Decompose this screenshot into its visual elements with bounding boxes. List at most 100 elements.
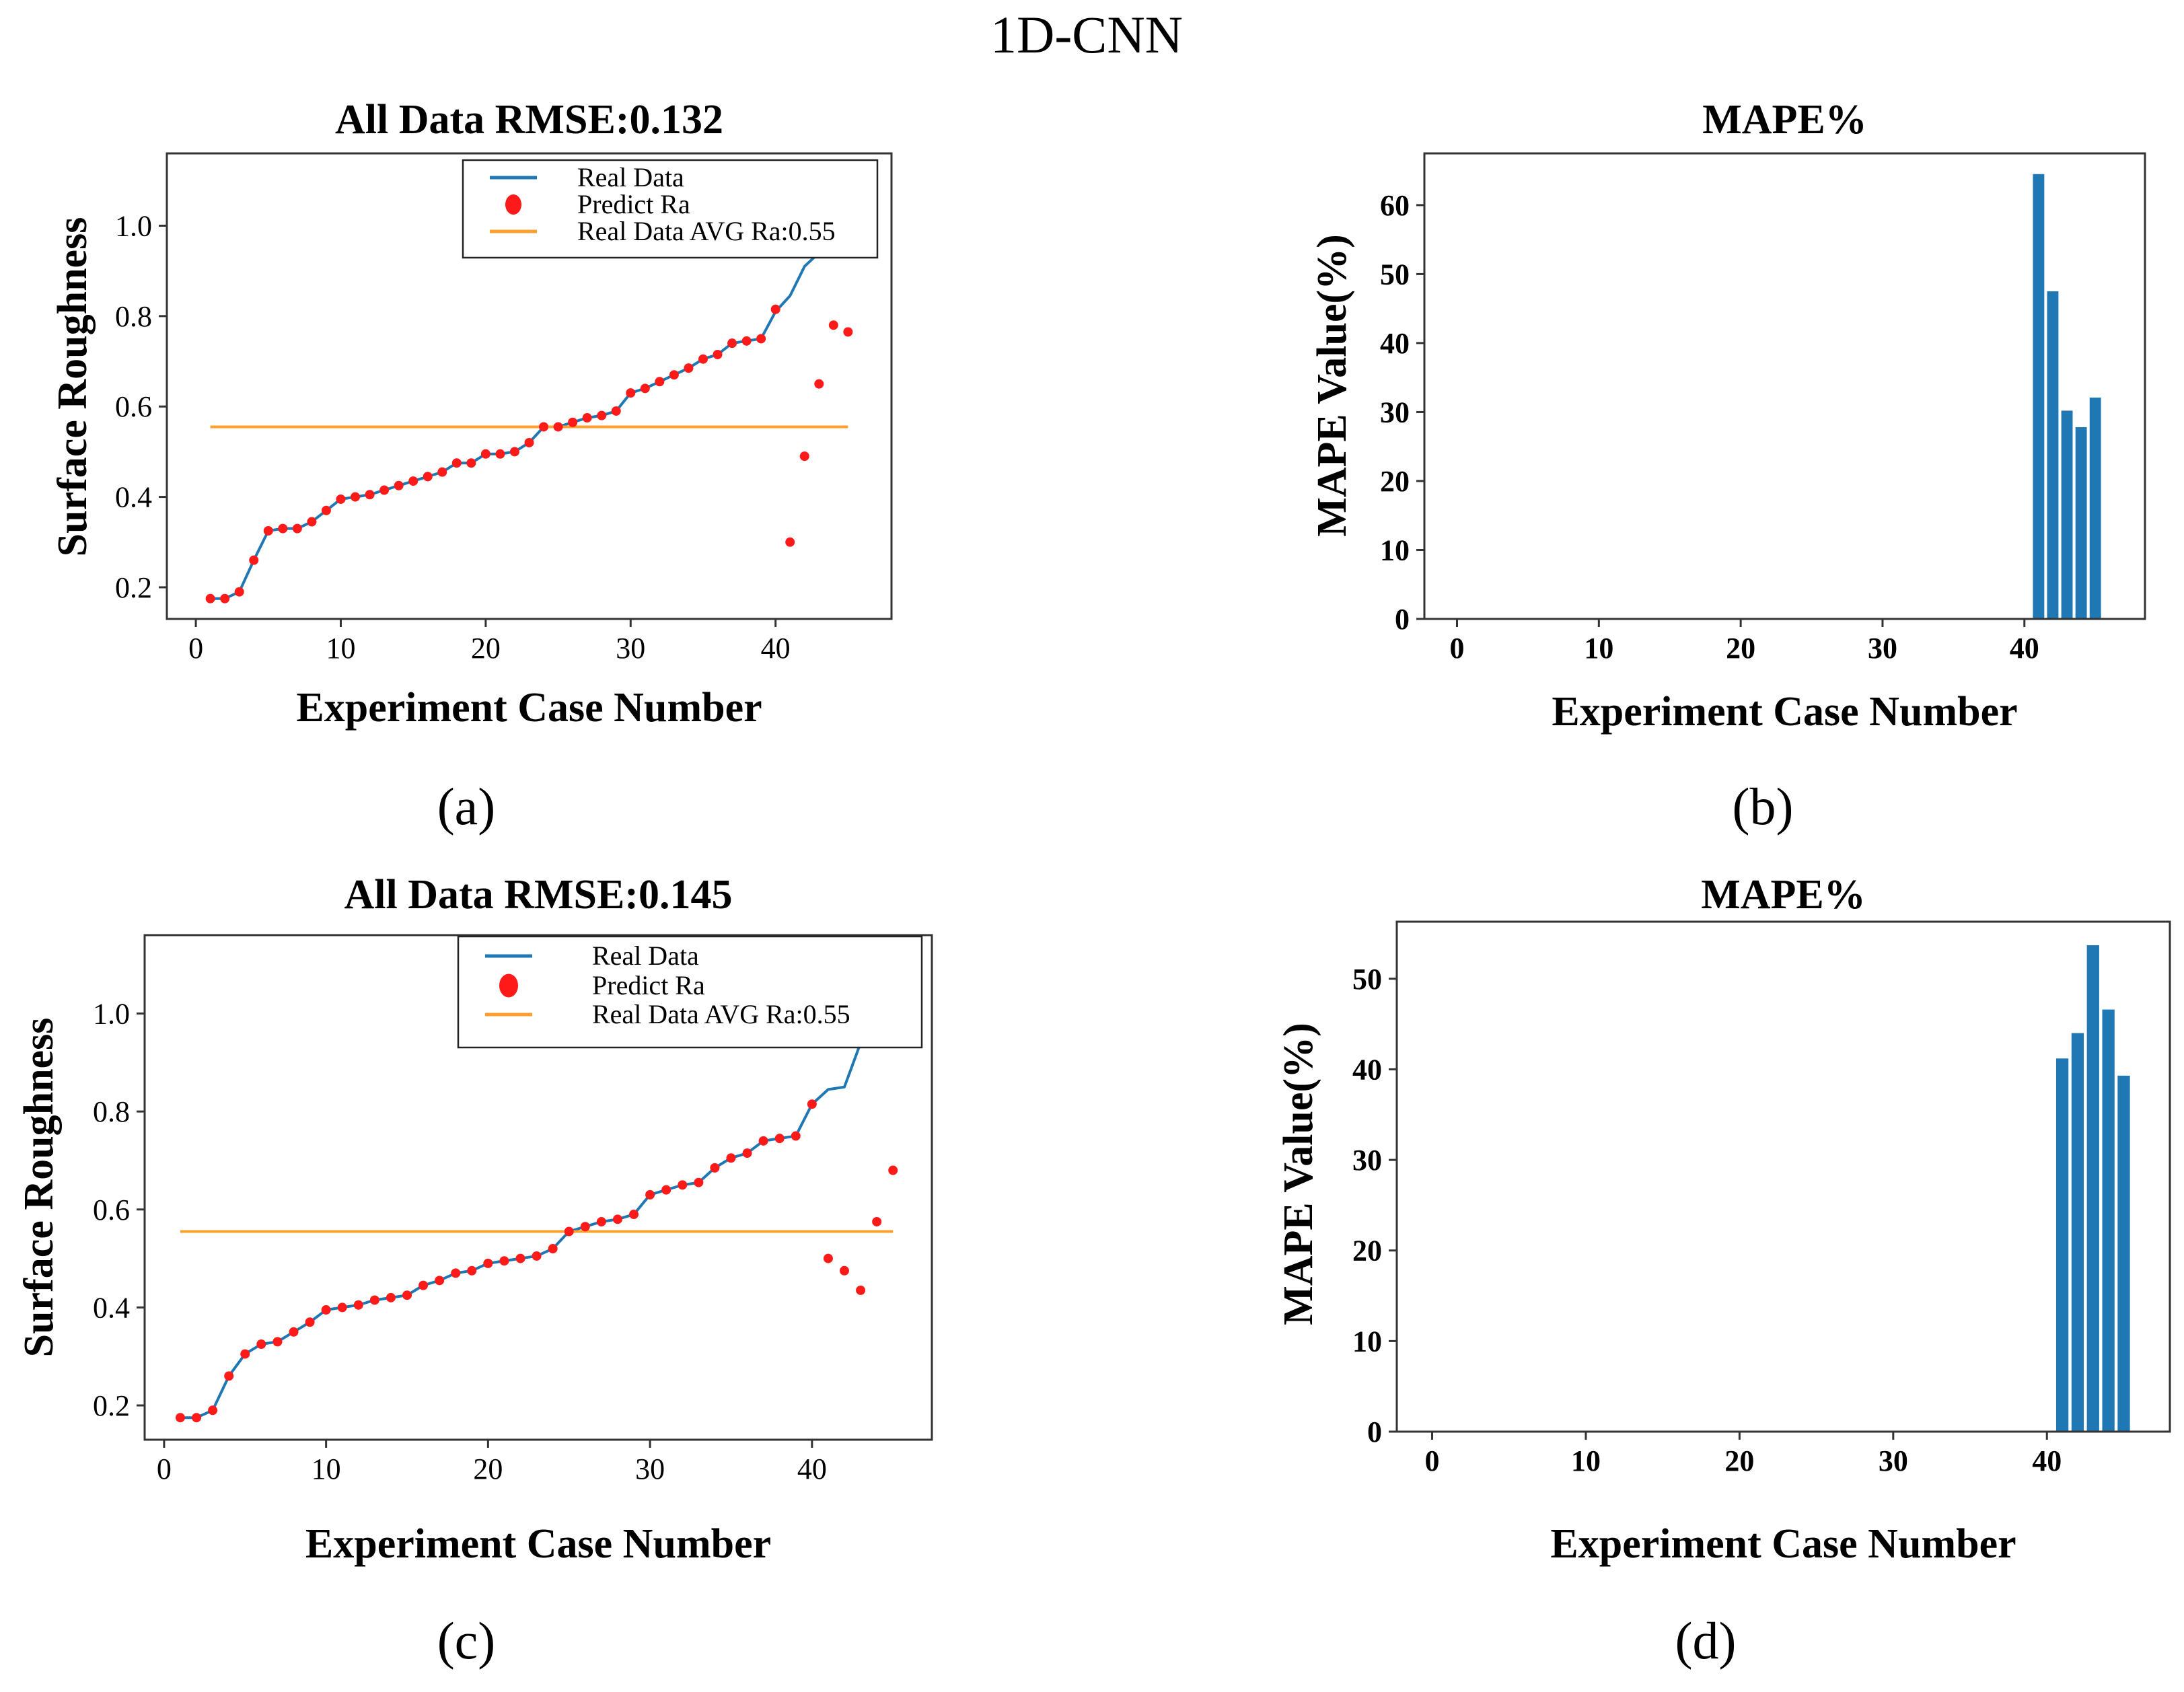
bar (2033, 174, 2045, 619)
predict-point (234, 587, 244, 597)
panel-label-d: (d) (1675, 1611, 1737, 1670)
chart-title: MAPE% (1701, 872, 1866, 918)
predict-point (289, 1327, 299, 1337)
y-tick-label: 10 (1352, 1325, 1382, 1358)
y-axis-label: MAPE Value(%) (1276, 1023, 1321, 1325)
predict-point (256, 1339, 266, 1350)
x-tick-label: 0 (1449, 632, 1464, 665)
predict-point (758, 1136, 768, 1146)
bar (2061, 410, 2073, 619)
predict-point (292, 523, 302, 534)
predict-point (564, 1226, 574, 1237)
plot-frame (143, 934, 933, 1441)
predict-point (823, 1253, 833, 1263)
predict-point (756, 334, 766, 344)
x-tick-label: 0 (188, 632, 203, 665)
predict-point (626, 388, 636, 398)
predict-point (645, 1189, 655, 1200)
chart-title: All Data RMSE:0.132 (335, 97, 723, 143)
x-tick-label: 0 (157, 1452, 172, 1485)
bar (2086, 945, 2099, 1432)
y-tick-label: 0.6 (115, 390, 152, 423)
x-tick-label: 10 (326, 632, 355, 665)
predict-point (192, 1413, 202, 1423)
x-tick-label: 0 (1425, 1444, 1440, 1477)
predict-point (483, 1258, 493, 1268)
predict-point (307, 517, 317, 527)
predict-point (418, 1280, 429, 1290)
predict-point (509, 447, 519, 457)
predict-point (669, 370, 679, 380)
y-tick-label: 10 (1380, 534, 1410, 566)
panel-b: MAPE% Experiment Case Number MAPE Value(%)… (1309, 97, 2146, 735)
legend-entry: Real Data AVG Ra:0.55 (592, 999, 850, 1029)
bar (2089, 397, 2101, 619)
predict-point (365, 490, 375, 500)
predict-point (240, 1349, 250, 1359)
predict-point (612, 1214, 622, 1224)
chart-title: MAPE% (1702, 97, 1867, 143)
predict-point (272, 1337, 283, 1347)
predict-point (843, 327, 853, 337)
chart-title: All Data RMSE:0.145 (344, 872, 733, 918)
bar (2102, 1009, 2115, 1432)
predict-point (580, 1222, 590, 1232)
predict-point (568, 417, 578, 427)
x-axis-label: Experiment Case Number (1552, 689, 2017, 735)
predict-point (408, 476, 418, 486)
x-tick-label: 30 (635, 1452, 665, 1485)
predict-point (321, 505, 331, 515)
legend-entry: Predict Ra (592, 970, 705, 1000)
predict-point (369, 1295, 379, 1305)
predict-point (495, 449, 505, 459)
x-tick-label: 10 (1571, 1444, 1601, 1477)
predict-point (175, 1413, 185, 1423)
y-tick-label: 0.8 (115, 300, 152, 333)
y-tick-label: 0.4 (115, 481, 152, 514)
predict-point (840, 1265, 849, 1276)
predict-point (888, 1165, 898, 1175)
y-tick-label: 1.0 (115, 209, 152, 242)
y-tick-label: 1.0 (93, 998, 130, 1031)
legend-entry: Real Data (592, 941, 699, 971)
predict-point (698, 354, 708, 364)
predict-point (785, 537, 795, 547)
y-tick-label: 40 (1380, 327, 1410, 360)
plot-frame (1423, 152, 2146, 620)
y-tick-label: 40 (1352, 1053, 1382, 1086)
x-tick-label: 20 (1724, 1444, 1754, 1477)
predict-point (684, 363, 694, 373)
y-axis-label: Surface Roughness (50, 217, 96, 557)
predict-point (208, 1405, 218, 1415)
x-axis-label: Experiment Case Number (305, 1521, 771, 1567)
predict-point (321, 1305, 331, 1315)
y-tick-label: 0.6 (93, 1193, 130, 1226)
x-tick-label: 20 (471, 632, 501, 665)
predict-point (379, 485, 390, 495)
predict-point (305, 1317, 315, 1327)
y-tick-label: 30 (1352, 1144, 1382, 1177)
predict-point (351, 492, 361, 502)
predict-point (220, 593, 230, 603)
panel-label-b: (b) (1733, 777, 1794, 836)
predict-point (548, 1244, 558, 1254)
panel-a: All Data RMSE:0.132 Experiment Case Numbe… (50, 97, 893, 731)
predict-point (515, 1253, 525, 1263)
predict-point (224, 1371, 234, 1381)
predict-point (263, 525, 273, 536)
x-axis-label: Experiment Case Number (296, 685, 762, 731)
predict-point (828, 320, 838, 330)
y-tick-label: 20 (1380, 465, 1410, 498)
x-tick-label: 30 (616, 632, 645, 665)
predict-point (726, 1153, 736, 1163)
x-axis-label: Experiment Case Number (1550, 1521, 2016, 1567)
y-tick-label: 20 (1352, 1235, 1382, 1267)
predict-point (770, 304, 780, 314)
predict-point (791, 1131, 801, 1141)
predict-point (597, 410, 607, 420)
x-tick-label: 40 (2032, 1444, 2062, 1477)
x-tick-label: 10 (1584, 632, 1613, 665)
bar (2047, 291, 2059, 619)
plot-frame (1395, 920, 2171, 1433)
